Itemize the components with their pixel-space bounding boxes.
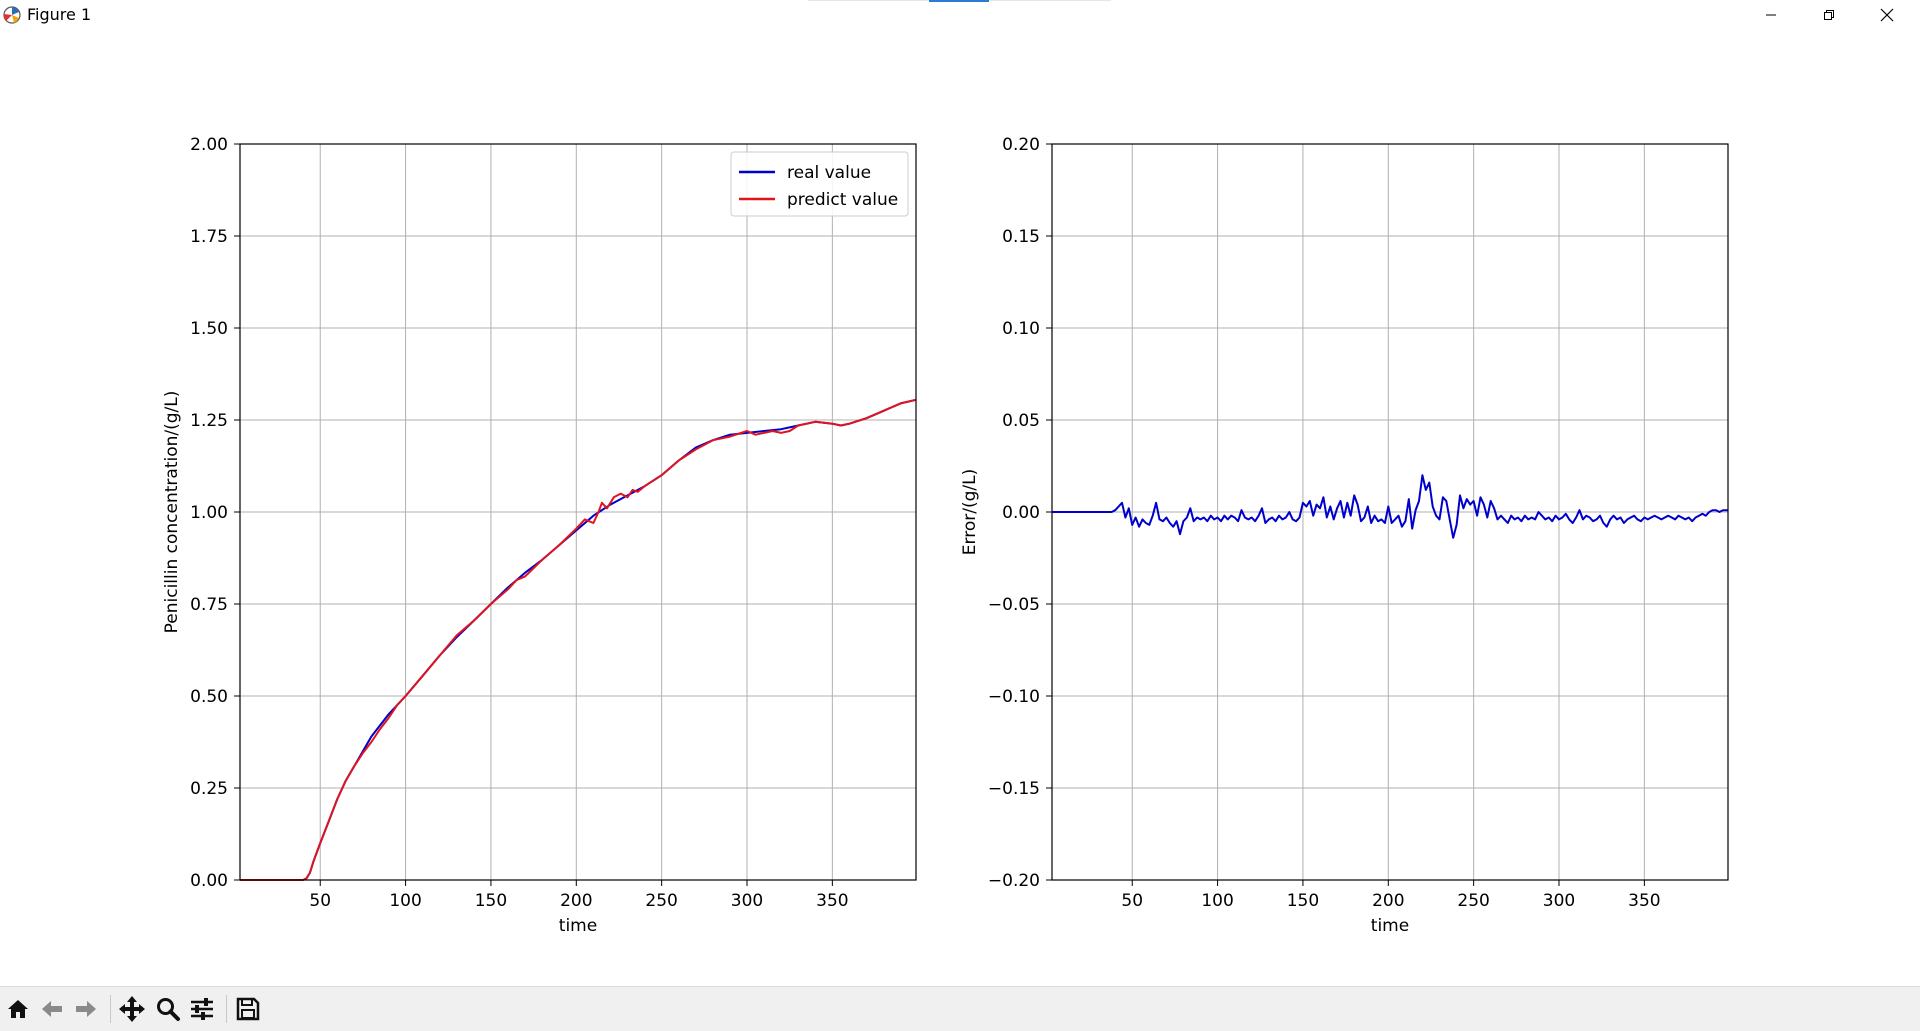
pan-button[interactable] bbox=[116, 993, 148, 1025]
y-axis-label: Penicillin concentration/(g/L) bbox=[162, 391, 182, 634]
series-line-1 bbox=[1052, 474, 1728, 539]
title-bar-accent bbox=[929, 0, 989, 2]
restore-button[interactable] bbox=[1800, 0, 1858, 30]
zoom-button[interactable] bbox=[152, 993, 184, 1025]
x-axis-label: time bbox=[559, 916, 597, 936]
sliders-icon bbox=[191, 998, 213, 1020]
x-tick-label: 200 bbox=[1372, 891, 1404, 911]
matplotlib-icon bbox=[3, 6, 21, 24]
window-title: Figure 1 bbox=[27, 5, 92, 24]
home-button[interactable] bbox=[2, 993, 34, 1025]
y-tick-label: 1.00 bbox=[190, 503, 228, 523]
close-icon bbox=[1880, 8, 1894, 22]
restore-icon bbox=[1824, 10, 1834, 20]
y-tick-label: 0.50 bbox=[190, 687, 228, 707]
y-tick-label: 2.00 bbox=[190, 135, 228, 155]
legend-label: predict value bbox=[787, 190, 898, 210]
toolbar-separator bbox=[226, 995, 227, 1023]
configure-subplots-button[interactable] bbox=[186, 993, 218, 1025]
x-tick-label: 200 bbox=[560, 891, 592, 911]
y-tick-label: −0.10 bbox=[988, 687, 1040, 707]
x-tick-label: 50 bbox=[1121, 891, 1143, 911]
y-tick-label: 0.75 bbox=[190, 595, 228, 615]
x-tick-label: 100 bbox=[1201, 891, 1233, 911]
y-tick-label: −0.15 bbox=[988, 779, 1040, 799]
y-tick-label: 0.25 bbox=[190, 779, 228, 799]
y-tick-label: 1.50 bbox=[190, 319, 228, 339]
close-button[interactable] bbox=[1858, 0, 1916, 30]
x-tick-label: 300 bbox=[1543, 891, 1575, 911]
save-button[interactable] bbox=[232, 993, 264, 1025]
x-tick-label: 50 bbox=[309, 891, 331, 911]
y-tick-label: 1.25 bbox=[190, 411, 228, 431]
move-icon bbox=[119, 996, 145, 1022]
y-tick-label: 0.00 bbox=[190, 871, 228, 891]
navigation-toolbar bbox=[0, 986, 1920, 1031]
x-axis-label: time bbox=[1371, 916, 1409, 936]
back-button[interactable] bbox=[36, 993, 68, 1025]
x-tick-label: 150 bbox=[475, 891, 507, 911]
y-tick-label: 0.20 bbox=[1002, 135, 1040, 155]
y-axis-label: Error/(g/L) bbox=[960, 469, 980, 555]
series-line-1 bbox=[240, 398, 917, 881]
x-tick-label: 250 bbox=[645, 891, 677, 911]
minimize-button[interactable] bbox=[1742, 0, 1800, 30]
x-tick-label: 350 bbox=[816, 891, 848, 911]
series-line-2 bbox=[240, 398, 917, 881]
figure-canvas: 50 100 150 200 250 300 350 0.00 0.25 0.50 0.75 1.00… bbox=[162, 135, 1729, 936]
toolbar-separator bbox=[110, 995, 111, 1023]
floppy-disk-icon bbox=[236, 997, 260, 1021]
arrow-right-icon bbox=[76, 1001, 96, 1017]
x-tick-label: 300 bbox=[731, 891, 763, 911]
legend-box bbox=[730, 151, 909, 217]
y-tick-label: 0.00 bbox=[1002, 503, 1040, 523]
y-tick-label: −0.05 bbox=[988, 595, 1040, 615]
legend-label: real value bbox=[787, 163, 871, 183]
x-tick-label: 350 bbox=[1628, 891, 1660, 911]
y-tick-label: 0.10 bbox=[1002, 319, 1040, 339]
y-tick-label: 1.75 bbox=[190, 227, 228, 247]
title-bar: Figure 1 bbox=[0, 0, 1920, 30]
home-icon bbox=[8, 1000, 28, 1018]
arrow-left-icon bbox=[42, 1001, 62, 1017]
subplot-2: 50 100 150 200 250 300 350 −0.20 −0.15 −0.10 −0.05… bbox=[960, 135, 1729, 936]
forward-button[interactable] bbox=[70, 993, 102, 1025]
legend: real value predict value bbox=[730, 151, 909, 217]
x-tick-label: 250 bbox=[1457, 891, 1489, 911]
x-tick-label: 150 bbox=[1287, 891, 1319, 911]
x-tick-label: 100 bbox=[389, 891, 421, 911]
subplot-1: 50 100 150 200 250 300 350 0.00 0.25 0.50 0.75 1.00… bbox=[162, 135, 917, 936]
y-tick-label: 0.15 bbox=[1002, 227, 1040, 247]
search-icon bbox=[157, 998, 180, 1021]
minimize-icon bbox=[1766, 14, 1776, 16]
y-tick-label: −0.20 bbox=[988, 871, 1040, 891]
y-tick-label: 0.05 bbox=[1002, 411, 1040, 431]
